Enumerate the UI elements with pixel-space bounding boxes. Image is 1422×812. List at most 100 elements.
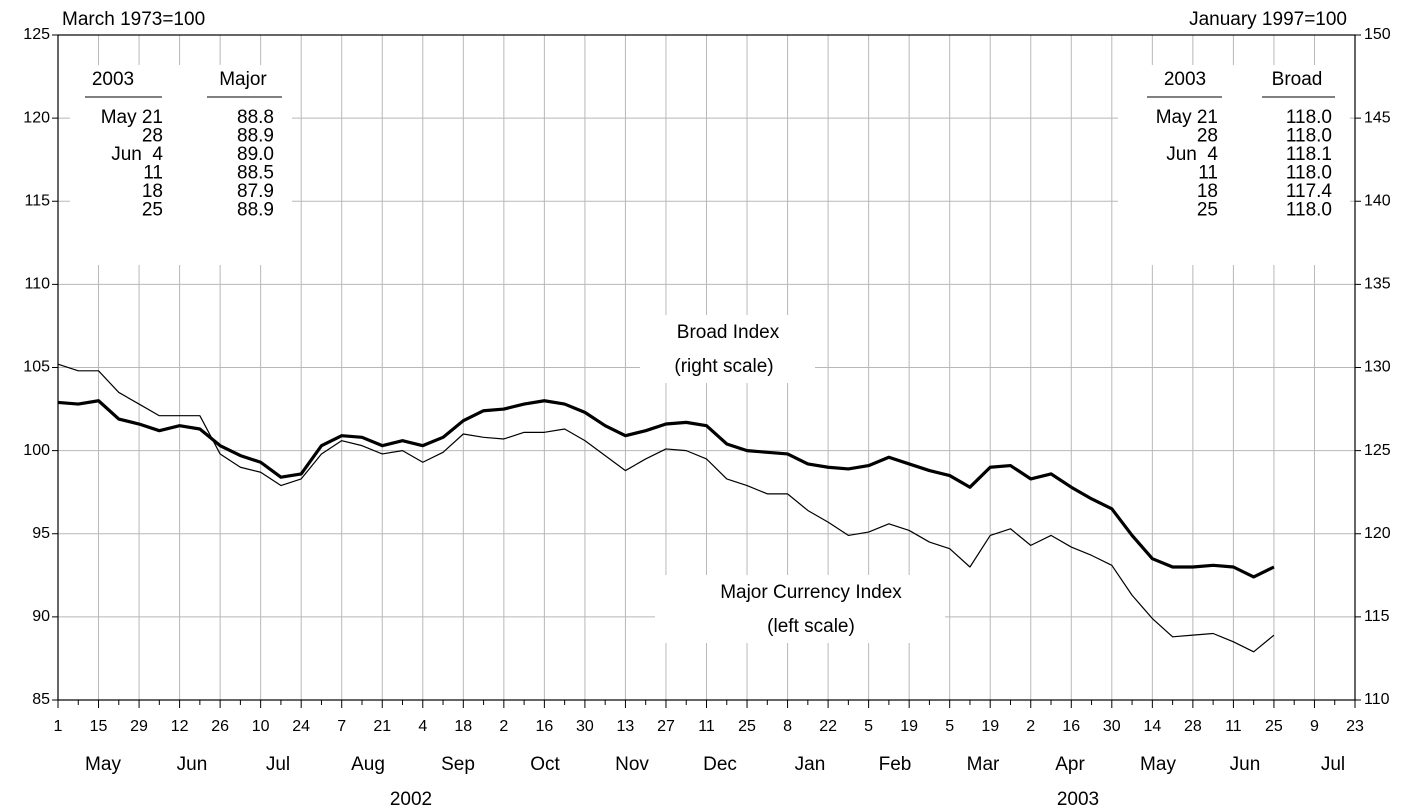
x-tick-label: 5 <box>864 718 873 735</box>
annotation: (right scale) <box>674 356 773 377</box>
series-line <box>57 363 1275 653</box>
y-tick-label: 110 <box>24 276 50 293</box>
plot-frame <box>57 34 1356 701</box>
y-tick-label: 115 <box>24 192 50 209</box>
x-tick-label: 16 <box>535 718 553 735</box>
table-cell: 118.0 <box>1286 107 1332 128</box>
annotation-background <box>640 315 815 383</box>
month-label: Feb <box>879 754 912 775</box>
x-tick-label: 13 <box>617 718 635 735</box>
month-label: Nov <box>615 754 649 775</box>
y-tick-label: 85 <box>32 691 50 708</box>
annotation-background <box>655 575 945 643</box>
table-cell: Jun 4 <box>111 144 163 165</box>
x-tick-label: 21 <box>373 718 391 735</box>
table-background <box>70 65 292 265</box>
table-cell: 118.0 <box>1286 126 1332 147</box>
table-cell: 88.9 <box>237 200 274 221</box>
x-tick-label: 19 <box>981 718 999 735</box>
y-axis-label: March 1973=100 <box>62 9 205 30</box>
month-label: Jan <box>795 754 826 775</box>
year-label: 2003 <box>1057 789 1099 810</box>
month-label: Aug <box>351 754 385 775</box>
table-cell: 89.0 <box>237 144 274 165</box>
annotation: Major Currency Index <box>720 582 902 603</box>
x-tick-label: 15 <box>90 718 108 735</box>
table-cell: 88.8 <box>237 107 274 128</box>
month-label: Dec <box>703 754 737 775</box>
month-label: Apr <box>1055 754 1085 775</box>
table-cell: 118.1 <box>1286 144 1332 165</box>
y-tick-label: 100 <box>23 442 50 459</box>
table-cell: 25 <box>1197 200 1218 221</box>
y-tick-label: 90 <box>32 608 50 625</box>
month-label: Sep <box>441 754 475 775</box>
x-tick-label: 8 <box>783 718 792 735</box>
x-tick-label: 2 <box>1026 718 1035 735</box>
month-label: May <box>85 754 121 775</box>
table-cell: Jun 4 <box>1166 144 1218 165</box>
y-tick-label: 105 <box>23 359 50 376</box>
table-header: 2003 <box>92 69 134 90</box>
x-tick-label: 5 <box>945 718 954 735</box>
table-cell: 117.4 <box>1286 181 1333 202</box>
x-tick-label: 25 <box>738 718 756 735</box>
y2-axis-label: January 1997=100 <box>1189 9 1347 30</box>
x-tick-label: 10 <box>252 718 270 735</box>
year-label: 2002 <box>390 789 432 810</box>
x-tick-label: 25 <box>1265 718 1283 735</box>
series-line <box>57 399 1275 579</box>
x-tick-label: 18 <box>454 718 472 735</box>
month-label: Oct <box>530 754 560 775</box>
x-tick-label: 29 <box>130 718 148 735</box>
x-tick-label: 11 <box>1225 718 1242 735</box>
x-tick-label: 22 <box>819 718 837 735</box>
y2-tick-label: 125 <box>1364 442 1391 459</box>
y-tick-label: 95 <box>32 525 50 542</box>
y2-tick-label: 140 <box>1364 192 1391 209</box>
month-label: Jul <box>266 754 290 775</box>
table-header: 2003 <box>1164 69 1206 90</box>
table-header: Major <box>219 69 267 90</box>
x-tick-label: 7 <box>337 718 346 735</box>
month-label: May <box>1140 754 1176 775</box>
month-label: Mar <box>967 754 1000 775</box>
table-cell: 118.0 <box>1286 200 1332 221</box>
x-tick-label: 19 <box>900 718 918 735</box>
table-cell: May 21 <box>1156 107 1218 128</box>
x-tick-label: 24 <box>292 718 310 735</box>
x-tick-label: 12 <box>171 718 189 735</box>
x-tick-label: 4 <box>418 718 427 735</box>
y2-tick-label: 110 <box>1364 691 1390 708</box>
y2-tick-label: 115 <box>1364 608 1390 625</box>
x-tick-label: 30 <box>1103 718 1121 735</box>
y-tick-label: 120 <box>23 109 50 126</box>
annotation: (left scale) <box>767 616 855 637</box>
x-tick-label: 11 <box>698 718 715 735</box>
table-cell: 87.9 <box>237 181 274 202</box>
x-tick-label: 26 <box>211 718 229 735</box>
month-label: Jul <box>1321 754 1345 775</box>
y2-tick-label: 120 <box>1364 525 1391 542</box>
table-header: Broad <box>1272 69 1323 90</box>
table-cell: 28 <box>142 126 163 147</box>
table-cell: 88.5 <box>237 163 274 184</box>
x-tick-label: 23 <box>1346 718 1364 735</box>
y-tick-label: 125 <box>23 26 50 43</box>
table-cell: 25 <box>142 200 163 221</box>
table-cell: 11 <box>1198 163 1218 184</box>
table-cell: 18 <box>1197 181 1218 202</box>
table-cell: 88.9 <box>237 126 274 147</box>
table-cell: 118.0 <box>1286 163 1332 184</box>
table-cell: 18 <box>142 181 163 202</box>
month-label: Jun <box>177 754 208 775</box>
table-cell: May 21 <box>101 107 163 128</box>
table-background <box>1118 65 1350 265</box>
y2-tick-label: 150 <box>1364 26 1391 43</box>
x-tick-label: 2 <box>499 718 508 735</box>
month-label: Jun <box>1230 754 1261 775</box>
x-tick-label: 16 <box>1062 718 1080 735</box>
x-tick-label: 1 <box>54 718 63 735</box>
x-tick-label: 14 <box>1143 718 1161 735</box>
